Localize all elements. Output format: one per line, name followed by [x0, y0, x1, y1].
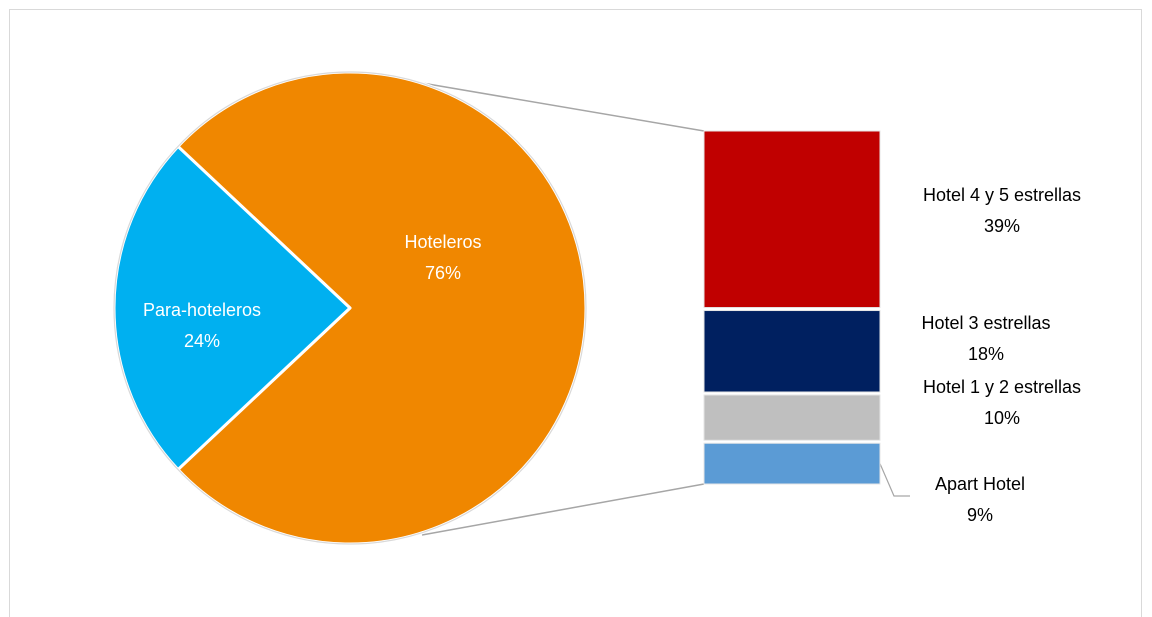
connector-top	[421, 82, 705, 132]
leader-line-apart-hotel	[879, 463, 910, 497]
connector-bottom	[421, 483, 705, 536]
connector-lines	[421, 82, 910, 536]
pie-label-hoteleros: Hoteleros 76%	[404, 232, 481, 283]
bar-segment-hotel-4-y-5-estrellas	[703, 130, 881, 309]
data-labels: Hoteleros 76% Para-hoteleros 24% Hotel 4 y 5…	[143, 185, 1081, 525]
bar-label-apart-hotel: Apart Hotel 9%	[935, 474, 1025, 525]
pie-label-para-hoteleros: Para-hoteleros 24%	[143, 300, 261, 351]
bar-label-hotel-1-y-2-estrellas: Hotel 1 y 2 estrellas 10%	[923, 377, 1081, 428]
stacked-bar	[703, 130, 881, 485]
bar-segment-hotel-1-y-2-estrellas	[703, 394, 881, 441]
bar-segment-hotel-3-estrellas	[703, 310, 881, 393]
pie-rim	[113, 71, 587, 545]
pie	[112, 70, 588, 546]
bar-label-hotel-3-estrellas: Hotel 3 estrellas 18%	[921, 313, 1050, 364]
chart-frame	[9, 9, 1142, 617]
bar-label-hotel-4-y-5-estrellas: Hotel 4 y 5 estrellas 39%	[923, 185, 1081, 236]
bar-segment-apart-hotel	[703, 442, 881, 485]
